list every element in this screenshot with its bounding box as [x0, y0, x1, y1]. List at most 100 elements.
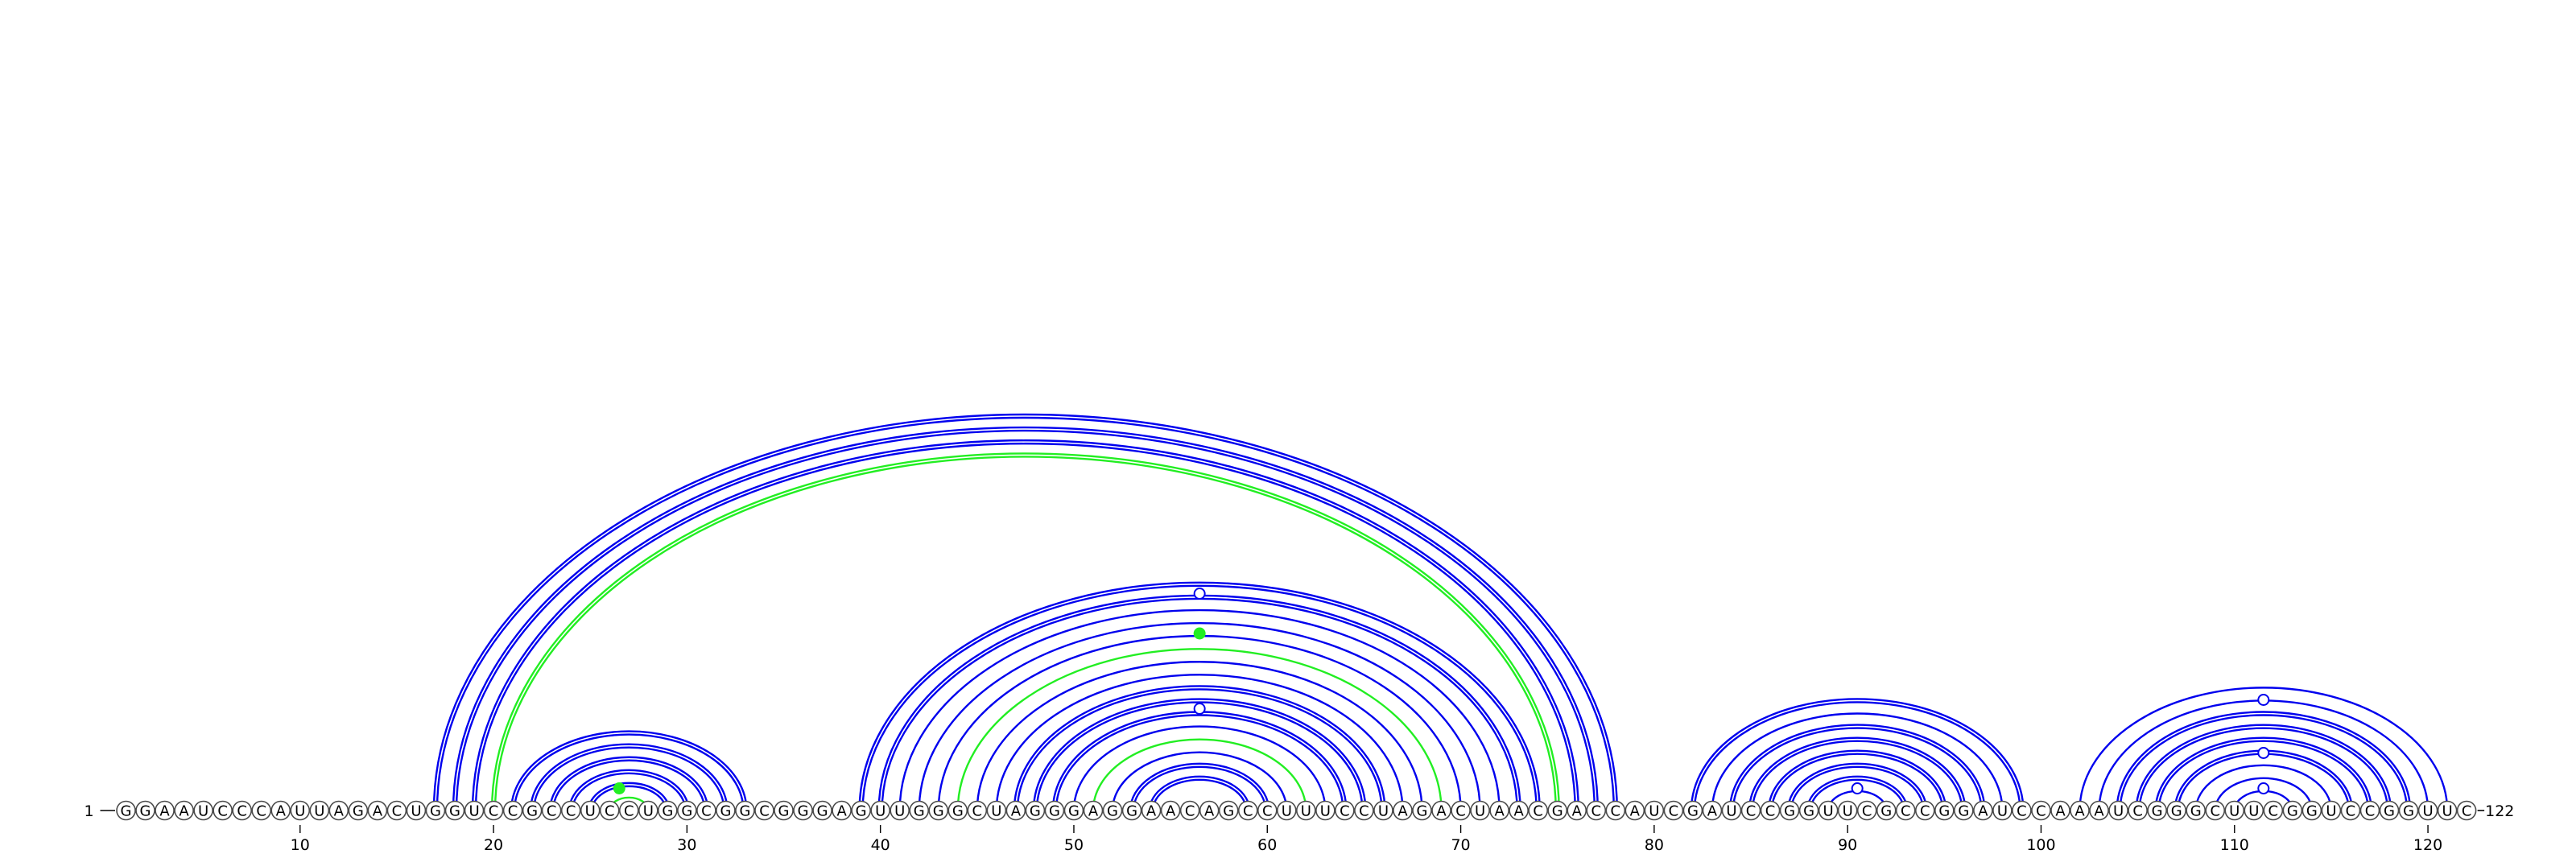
- nucleotide-48-circle: [1025, 800, 1046, 821]
- nucleotide-90-circle: [1837, 800, 1858, 821]
- nucleotide-2-circle: [135, 800, 155, 821]
- nucleotide-53-letter: G: [1126, 803, 1137, 820]
- tick-label-70: 70: [1451, 836, 1470, 854]
- nucleotide-59-circle: [1237, 800, 1258, 821]
- nucleotide-18-circle: [444, 800, 465, 821]
- base-pair-arc-86-95: [1767, 749, 1947, 811]
- arc-marker-2: [1193, 627, 1206, 640]
- nucleotide-91-circle: [1856, 800, 1877, 821]
- base-pair-arc-52-61: [1111, 751, 1288, 811]
- arc-marker-4: [613, 782, 625, 794]
- nucleotide-94-circle: [1914, 800, 1935, 821]
- nucleotide-38-circle: [832, 800, 852, 821]
- nucleotide-114-circle: [2301, 800, 2322, 821]
- nucleotide-118-letter: G: [2384, 803, 2395, 820]
- nucleotide-74-circle: [1528, 800, 1548, 821]
- nucleotide-104-circle: [2108, 800, 2128, 821]
- nucleotide-71-letter: U: [1475, 803, 1485, 820]
- nucleotide-41-letter: U: [894, 803, 905, 820]
- nucleotide-16-circle: [406, 800, 427, 821]
- nucleotide-37-circle: [812, 800, 832, 821]
- nucleotide-71-circle: [1470, 800, 1490, 821]
- nucleotide-106-letter: G: [2152, 803, 2163, 820]
- position-axis: 10 20 30 40 50 60 70 80 90 100 110 120: [291, 825, 2442, 854]
- nucleotide-11-letter: U: [314, 803, 324, 820]
- nucleotide-88-circle: [1798, 800, 1819, 821]
- nucleotide-6-circle: [213, 800, 233, 821]
- nucleotide-110-circle: [2224, 800, 2245, 821]
- nucleotide-106-circle: [2147, 800, 2167, 821]
- nucleotide-62-letter: U: [1301, 803, 1311, 820]
- nucleotide-97-circle: [1973, 800, 1993, 821]
- nucleotide-30-circle: [677, 800, 697, 821]
- nucleotide-86-letter: C: [1765, 803, 1776, 820]
- nucleotide-122-circle: [2456, 800, 2477, 821]
- nucleotide-68-letter: G: [1417, 803, 1428, 820]
- nucleotide-54-letter: A: [1146, 803, 1157, 820]
- nucleotide-19-circle: [464, 800, 485, 821]
- nucleotide-57-letter: A: [1204, 803, 1215, 820]
- nucleotide-104-letter: U: [2113, 803, 2124, 820]
- base-pair-arc-gap-106-117: [2156, 738, 2371, 811]
- nucleotide-92-letter: G: [1880, 803, 1892, 820]
- nucleotide-41-circle: [890, 800, 910, 821]
- nucleotide-105-circle: [2128, 800, 2148, 821]
- nucleotide-5-circle: [193, 800, 213, 821]
- nucleotide-85-letter: C: [1746, 803, 1757, 820]
- tick-label-20: 20: [484, 836, 503, 854]
- nucleotide-42-circle: [909, 800, 930, 821]
- nucleotide-17-letter: G: [430, 803, 441, 820]
- nucleotide-27-letter: C: [624, 803, 634, 820]
- base-pair-arc-19-76: [471, 439, 1579, 811]
- nucleotide-24-letter: C: [566, 803, 576, 820]
- nucleotide-93-letter: C: [1901, 803, 1911, 820]
- base-pair-arc-107-116: [2174, 749, 2354, 811]
- base-pair-arc-41-72: [898, 608, 1501, 811]
- nucleotide-85-circle: [1740, 800, 1761, 821]
- nucleotide-36-circle: [793, 800, 813, 821]
- nucleotide-96-letter: G: [1958, 803, 1969, 820]
- nucleotide-55-letter: A: [1166, 803, 1176, 820]
- nucleotide-72-circle: [1489, 800, 1509, 821]
- base-pair-arc-45-68: [976, 661, 1423, 811]
- nucleotide-26-letter: C: [605, 803, 615, 820]
- base-pair-arc-42-71: [918, 621, 1481, 811]
- base-pair-arc-gap-21-33: [512, 732, 746, 811]
- nucleotide-7-letter: C: [237, 803, 247, 820]
- nucleotide-43-letter: G: [933, 803, 944, 820]
- nucleotide-108-letter: G: [2190, 803, 2202, 820]
- nucleotide-19-letter: U: [469, 803, 479, 820]
- nucleotide-99-letter: C: [2017, 803, 2027, 820]
- base-pair-arc-51-62: [1092, 738, 1307, 811]
- tick-label-80: 80: [1645, 836, 1664, 854]
- arc-marker-5: [1851, 782, 1864, 794]
- nucleotide-42-letter: G: [914, 803, 925, 820]
- nucleotide-7-circle: [232, 800, 252, 821]
- nucleotide-15-circle: [386, 800, 407, 821]
- nucleotide-79-letter: A: [1630, 803, 1641, 820]
- nucleotide-11-circle: [309, 800, 330, 821]
- nucleotide-109-circle: [2205, 800, 2226, 821]
- nucleotide-45-letter: C: [972, 803, 983, 820]
- nucleotide-112-circle: [2263, 800, 2284, 821]
- base-pair-arc-gap-23-31: [551, 757, 708, 811]
- nucleotide-73-letter: A: [1513, 803, 1524, 820]
- nucleotide-65-circle: [1354, 800, 1374, 821]
- base-pair-arc-gap-19-76: [473, 441, 1578, 811]
- nucleotide-34-letter: C: [759, 803, 770, 820]
- nucleotide-80-letter: U: [1649, 803, 1659, 820]
- nucleotide-118-circle: [2379, 800, 2400, 821]
- tick-label-110: 110: [2220, 836, 2249, 854]
- base-pair-arc-gap-17-78: [435, 415, 1616, 811]
- nucleotide-4-letter: A: [179, 803, 189, 820]
- nucleotide-107-letter: G: [2171, 803, 2182, 820]
- base-pair-arc-gap-39-74: [860, 584, 1539, 811]
- nucleotide-13-circle: [348, 800, 369, 821]
- nucleotide-97-letter: A: [1978, 803, 1988, 820]
- nucleotide-100-circle: [2031, 800, 2051, 821]
- base-pair-arc-gap-85-96: [1750, 738, 1965, 811]
- nucleotide-20-letter: C: [489, 803, 499, 820]
- nucleotide-28-circle: [638, 800, 658, 821]
- nucleotide-51-letter: A: [1088, 803, 1099, 820]
